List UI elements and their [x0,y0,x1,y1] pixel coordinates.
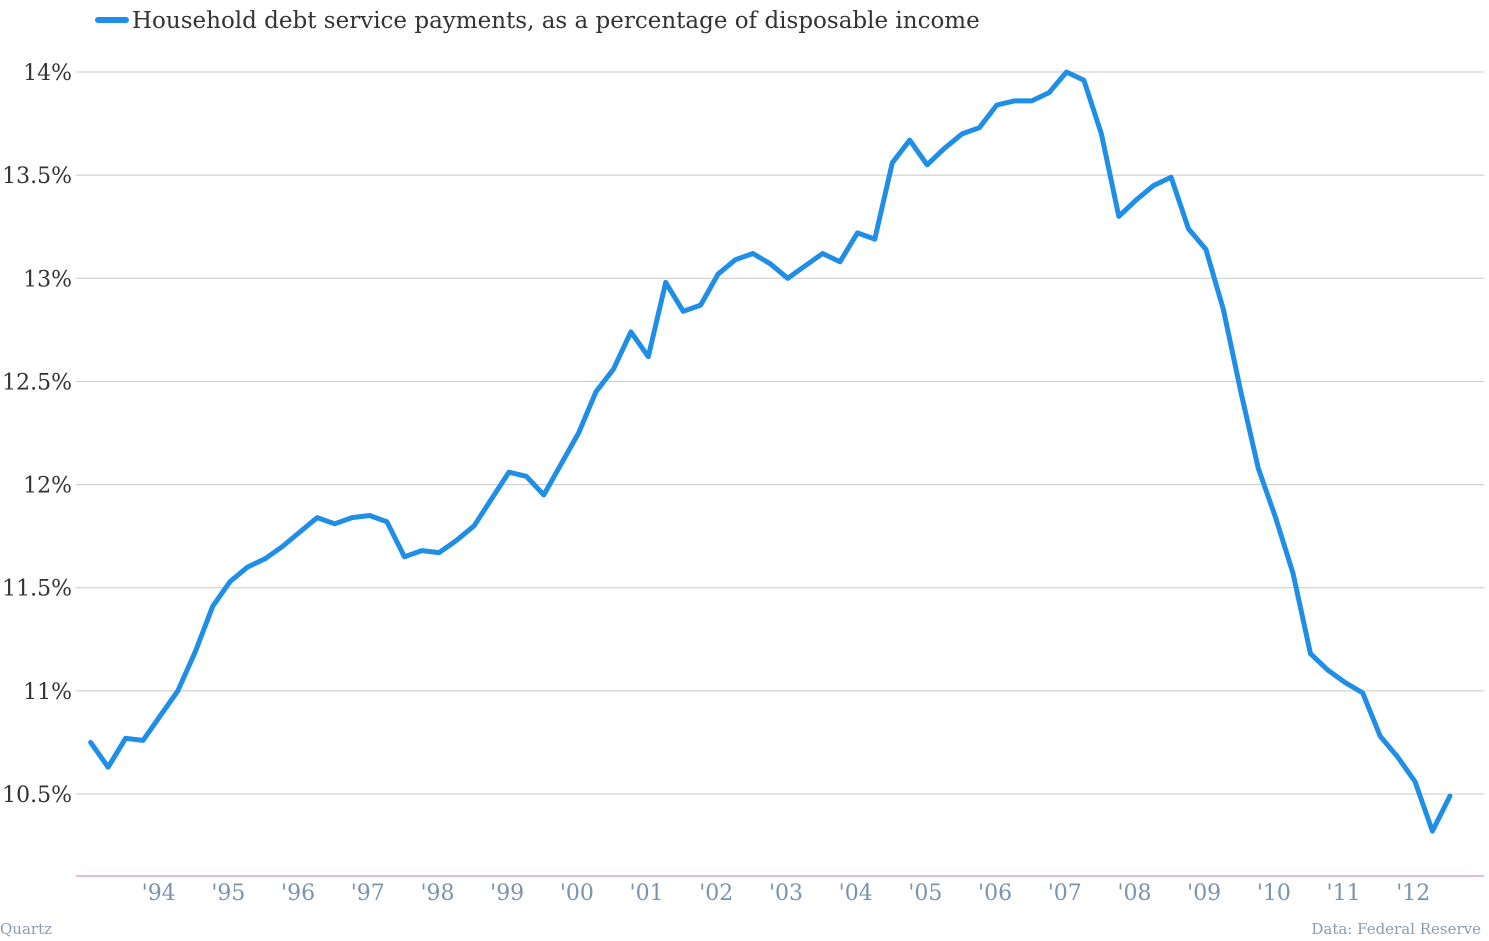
x-tick-label: '95 [211,881,245,906]
y-tick-label: 12% [23,474,72,499]
y-tick-label: 13.5% [2,164,72,189]
x-tick-label: '07 [1048,881,1082,906]
x-tick-label: '94 [142,881,176,906]
x-tick-label: '04 [839,881,873,906]
x-tick-label: '03 [769,881,803,906]
x-tick-label: '02 [699,881,733,906]
x-tick-label: '08 [1117,881,1151,906]
x-tick-label: '06 [978,881,1012,906]
y-tick-label: 13% [23,267,72,292]
source-left: Quartz [0,920,52,938]
source-right: Data: Federal Reserve [1311,920,1481,938]
y-tick-label: 11% [23,680,72,705]
x-tick-label: '12 [1396,881,1430,906]
y-axis-ticks: 14% 13.5% 13% 12.5% 12% 11.5% 11% 10.5% [2,61,72,808]
y-tick-label: 12.5% [2,370,72,395]
x-tick-label: '98 [420,881,454,906]
y-tick-label: 11.5% [2,577,72,602]
legend-label: Household debt service payments, as a pe… [132,8,980,34]
x-tick-label: '00 [560,881,594,906]
x-tick-label: '01 [630,881,664,906]
grid [76,71,1484,795]
x-tick-label: '97 [351,881,385,906]
y-tick-label: 14% [23,61,72,86]
x-tick-label: '05 [908,881,942,906]
legend: Household debt service payments, as a pe… [95,8,980,34]
y-tick-label: 10.5% [2,783,72,808]
x-axis-ticks: '94 '95 '96 '97 '98 '99 '00 '01 '02 '03 '04 '05 '06 '… [142,881,1431,906]
x-tick-label: '10 [1257,881,1291,906]
x-tick-label: '11 [1327,881,1361,906]
series-line-debt-service [88,69,1453,834]
x-tick-label: '99 [490,881,524,906]
x-tick-label: '96 [281,881,315,906]
x-tick-label: '09 [1187,881,1221,906]
